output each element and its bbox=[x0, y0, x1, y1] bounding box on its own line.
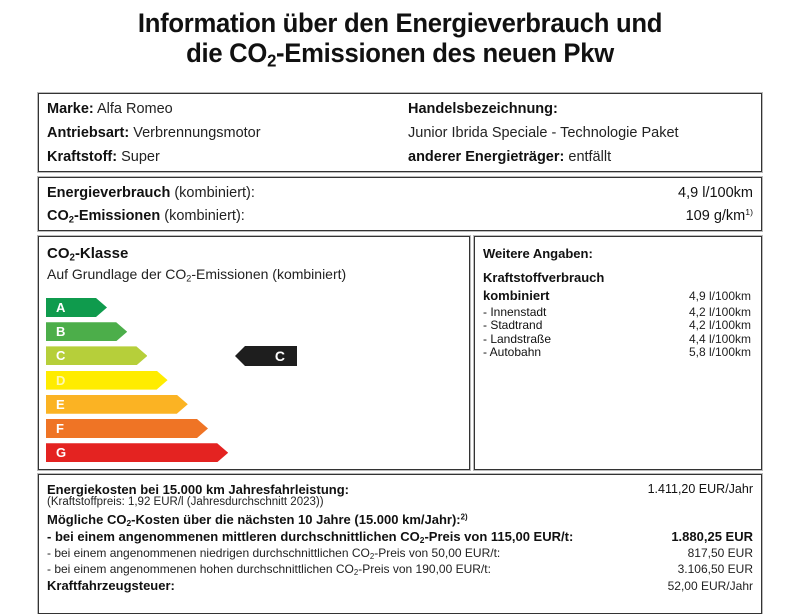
footnote-2: 2) bbox=[460, 512, 468, 522]
co2-class-bar-f: F bbox=[46, 419, 208, 438]
drive-value: Verbrennungsmotor bbox=[133, 125, 261, 141]
fuel-consumption-row-label: - Landstraße bbox=[483, 331, 552, 346]
co2-cost-mid-value: 1.880,25 EUR bbox=[671, 529, 753, 544]
further-info-box: Weitere Angaben: Kraftstoffverbrauch kom… bbox=[474, 236, 762, 470]
drive-label: Antriebsart: bbox=[47, 125, 130, 141]
co2-class-bar-d: D bbox=[46, 371, 168, 390]
trade-name-label: Handelsbezeichnung: bbox=[408, 101, 558, 117]
other-energy-row: anderer Energieträger: entfällt bbox=[408, 148, 611, 166]
energy-consumption-row: Energieverbrauch (kombiniert): bbox=[47, 184, 255, 202]
energy-consumption-value: 4,9 l/100km bbox=[678, 185, 753, 201]
costs-box: Energiekosten bei 15.000 km Jahresfahrle… bbox=[38, 474, 762, 614]
co2-class-bar-label: E bbox=[56, 396, 65, 412]
co2-class-bar-e: E bbox=[46, 395, 188, 414]
co2-class-bar-label: A bbox=[56, 300, 66, 315]
fuel-row: Kraftstoff: Super bbox=[47, 148, 160, 166]
co2-emissions-row: CO2-Emissionen (kombiniert): bbox=[47, 207, 245, 225]
fuel-label: Kraftstoff: bbox=[47, 149, 118, 165]
fuel-consumption-row-label: - Stadtrand bbox=[483, 318, 543, 333]
co2-class-bar-label: D bbox=[56, 372, 66, 388]
co2-class-bar-a: A bbox=[46, 298, 107, 317]
brand-label: Marke: bbox=[47, 101, 94, 117]
co2-class-bar-c: C bbox=[46, 346, 147, 365]
fuel-value: Super bbox=[121, 149, 160, 165]
fuel-consumption-row-label: - Innenstadt bbox=[483, 305, 547, 320]
fuel-consumption-row-label: kombiniert bbox=[483, 288, 550, 303]
title-line-1: Information über den Energieverbrauch un… bbox=[137, 8, 663, 38]
current-class-label: C bbox=[274, 348, 285, 364]
fuel-consumption-row-value: 4,2 l/100km bbox=[688, 305, 751, 320]
co2-class-heading: CO2-Klasse bbox=[47, 245, 129, 264]
fuel-consumption-row-value: 4,9 l/100km bbox=[688, 289, 751, 303]
fuel-consumption-row-label: - Autobahn bbox=[483, 344, 542, 359]
energy-cost-value: 1.411,20 EUR/Jahr bbox=[647, 482, 753, 496]
co2-cost-high-value: 3.106,50 EUR bbox=[677, 562, 753, 576]
fuel-consumption-heading: Kraftstoffverbrauch bbox=[483, 270, 605, 285]
other-energy-label: anderer Energieträger: bbox=[408, 149, 565, 165]
energy-cost-label: Energiekosten bei 15.000 km Jahresfahrle… bbox=[47, 482, 350, 497]
co2-cost-high-label: - bei einem angenommenen hohen durchschn… bbox=[47, 562, 491, 577]
co2-emissions-label: CO2-Emissionen bbox=[47, 208, 161, 225]
trade-name-row: Handelsbezeichnung: bbox=[408, 100, 558, 118]
brand-value: Alfa Romeo bbox=[96, 101, 173, 117]
energy-consumption-label: Energieverbrauch bbox=[47, 185, 171, 201]
other-energy-value: entfällt bbox=[568, 149, 612, 165]
co2-cost-low-value: 817,50 EUR bbox=[687, 546, 753, 560]
fuel-price-note: (Kraftstoffpreis: 1,92 EUR/l (Jahresdurc… bbox=[47, 496, 324, 508]
fuel-consumption-row-value: 4,4 l/100km bbox=[688, 331, 751, 346]
trade-name-value-row: Junior Ibrida Speciale - Technologie Pak… bbox=[408, 124, 679, 142]
co2-class-bar-b: B bbox=[46, 322, 127, 341]
co2-cost-low-label: - bei einem angenommenen niedrigen durch… bbox=[47, 546, 501, 561]
co2-costs-heading: Mögliche CO2-Kosten über die nächsten 10… bbox=[47, 512, 468, 529]
co2-class-subheading: Auf Grundlage der CO2-Emissionen (kombin… bbox=[47, 266, 347, 284]
co2-class-bar-label: F bbox=[56, 421, 64, 436]
brand-row: Marke: Alfa Romeo bbox=[47, 100, 173, 118]
footnote-1: 1) bbox=[745, 207, 753, 218]
fuel-consumption-row-value: 4,2 l/100km bbox=[688, 318, 751, 333]
drive-row: Antriebsart: Verbrennungsmotor bbox=[47, 124, 261, 142]
co2-class-box: CO2-Klasse Auf Grundlage der CO2-Emissio… bbox=[38, 236, 470, 470]
vehicle-tax-label: Kraftfahrzeugsteuer: bbox=[47, 578, 175, 593]
co2-emissions-qualifier: (kombiniert): bbox=[164, 208, 245, 224]
current-class-indicator: C bbox=[235, 346, 297, 366]
fuel-consumption-row-value: 5,8 l/100km bbox=[688, 344, 751, 359]
co2-class-bar-g: G bbox=[46, 443, 228, 462]
further-info-heading: Weitere Angaben: bbox=[483, 246, 593, 261]
co2-class-bar-label: G bbox=[56, 445, 67, 461]
page-title: Information über den Energieverbrauch un… bbox=[20, 8, 780, 71]
vehicle-info-box: Marke: Alfa Romeo Antriebsart: Verbrennu… bbox=[38, 93, 762, 172]
co2-class-bar-label: C bbox=[56, 348, 66, 364]
consumption-box: Energieverbrauch (kombiniert): 4,9 l/100… bbox=[38, 177, 762, 231]
co2-class-bar-label: B bbox=[56, 324, 66, 340]
vehicle-tax-value: 52,00 EUR/Jahr bbox=[667, 579, 753, 593]
energy-consumption-qualifier: (kombiniert): bbox=[174, 185, 255, 201]
co2-cost-mid-label: - bei einem angenommenen mittleren durch… bbox=[47, 529, 574, 546]
co2-emissions-value: 109 g/km1) bbox=[685, 207, 753, 224]
title-line-2: die CO2-Emissionen des neuen Pkw bbox=[186, 38, 614, 71]
trade-name-value: Junior Ibrida Speciale - Technologie Pak… bbox=[408, 125, 679, 141]
